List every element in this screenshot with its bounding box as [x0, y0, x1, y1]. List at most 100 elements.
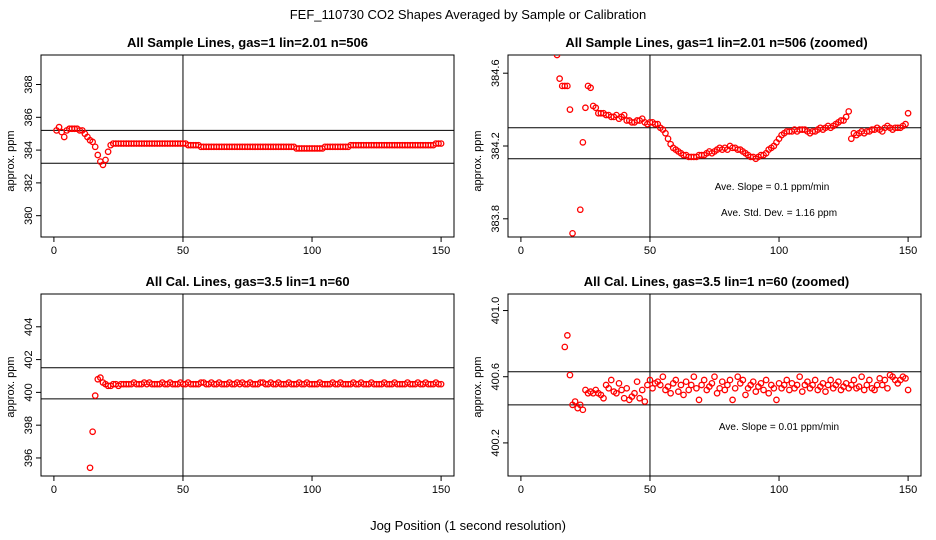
data-point [620, 111, 628, 119]
data-point [742, 391, 749, 399]
data-point [881, 376, 889, 384]
data-point [615, 379, 623, 387]
data-point [571, 398, 579, 405]
x-tick-label: 0 [51, 484, 57, 496]
data-point [780, 381, 788, 389]
x-tick-label: 150 [899, 484, 917, 496]
y-tick-label: 404 [23, 318, 35, 336]
data-point [724, 381, 731, 389]
plot-frame [40, 54, 455, 238]
data-point [94, 151, 102, 159]
data-point [607, 376, 615, 384]
data-point [770, 384, 778, 392]
data-point [605, 384, 613, 392]
y-axis-label: approx. ppm [5, 130, 17, 191]
data-point [762, 376, 770, 384]
data-point [685, 386, 693, 394]
data-point [718, 378, 726, 386]
data-point [860, 386, 868, 394]
data-point [662, 129, 669, 137]
data-point [863, 381, 871, 389]
data-point [566, 106, 574, 113]
data-point [845, 108, 853, 115]
x-tick-label: 50 [644, 484, 656, 496]
panel-title: All Sample Lines, gas=1 lin=2.01 n=506 [127, 35, 368, 50]
y-tick-label: 402 [23, 350, 35, 368]
data-point [850, 376, 858, 384]
data-point [842, 113, 850, 121]
data-point [587, 84, 594, 92]
panel-sample-lines-zoomed: All Sample Lines, gas=1 lin=2.01 n=506 (… [472, 35, 922, 257]
data-point [582, 104, 589, 112]
slope-annotation: Ave. Slope = 0.1 ppm/min [715, 182, 830, 193]
x-tick-label: 50 [177, 484, 189, 496]
data-point [773, 396, 780, 404]
data-point [86, 464, 94, 472]
y-axis-label: approx. ppm [472, 356, 484, 417]
data-point [564, 332, 571, 339]
data-point [561, 82, 569, 90]
data-point [579, 139, 587, 146]
data-point [711, 373, 718, 381]
y-tick-label: 384.6 [490, 59, 502, 87]
data-point [878, 381, 886, 389]
figure-title: FEF_110730 CO2 Shapes Averaged by Sample… [290, 7, 647, 22]
x-tick-label: 100 [303, 484, 321, 496]
x-tick-label: 50 [644, 245, 656, 257]
data-point [904, 386, 912, 394]
slope-annotation: Ave. Slope = 0.01 ppm/min [719, 422, 839, 433]
data-point [97, 374, 104, 381]
y-tick-label: 401.0 [490, 297, 502, 325]
data-point [102, 156, 109, 164]
y-tick-label: 384 [23, 141, 35, 159]
data-point [734, 373, 742, 381]
data-point [99, 161, 107, 169]
x-tick-label: 50 [177, 245, 189, 257]
x-tick-label: 0 [518, 245, 524, 257]
data-point [576, 401, 584, 409]
panel-sample-lines: All Sample Lines, gas=1 lin=2.01 n=506 a… [5, 35, 455, 257]
y-tick-label: 388 [23, 75, 35, 93]
data-point [866, 376, 873, 384]
data-point [651, 120, 659, 128]
data-point [636, 394, 643, 402]
data-point [556, 75, 563, 83]
data-point [638, 386, 646, 394]
plot-frame [507, 293, 922, 477]
data-point [796, 373, 804, 381]
data-point [693, 384, 700, 392]
data-point [89, 138, 96, 146]
data-point [855, 383, 863, 391]
data-point [757, 379, 765, 387]
data-point [60, 133, 68, 141]
data-point [731, 384, 739, 392]
data-point [76, 127, 84, 134]
panel-title: All Sample Lines, gas=1 lin=2.01 n=506 (… [565, 35, 867, 50]
panel-cal-lines: All Cal. Lines, gas=3.5 lin=1 n=60 appro… [5, 274, 455, 496]
data-point [749, 378, 757, 386]
data-point [600, 394, 607, 402]
data-point [847, 135, 855, 143]
data-point [659, 373, 667, 381]
data-point [827, 376, 835, 384]
y-tick-label: 396 [23, 449, 35, 467]
x-tick-label: 150 [432, 484, 450, 496]
panel-title: All Cal. Lines, gas=3.5 lin=1 n=60 [145, 274, 349, 289]
data-point [682, 378, 690, 386]
data-point [677, 381, 685, 389]
data-point [576, 206, 584, 214]
data-point [858, 373, 865, 381]
data-point [579, 406, 587, 414]
data-point [664, 383, 672, 391]
data-point [687, 381, 695, 389]
data-point [435, 140, 442, 147]
data-point [847, 381, 855, 389]
data-point [435, 380, 442, 388]
data-point [798, 388, 806, 395]
data-point [564, 82, 571, 90]
y-tick-label: 384.2 [490, 132, 502, 160]
data-point [752, 388, 760, 395]
data-point [631, 389, 638, 397]
x-tick-label: 0 [51, 245, 57, 257]
x-tick-label: 0 [518, 484, 524, 496]
